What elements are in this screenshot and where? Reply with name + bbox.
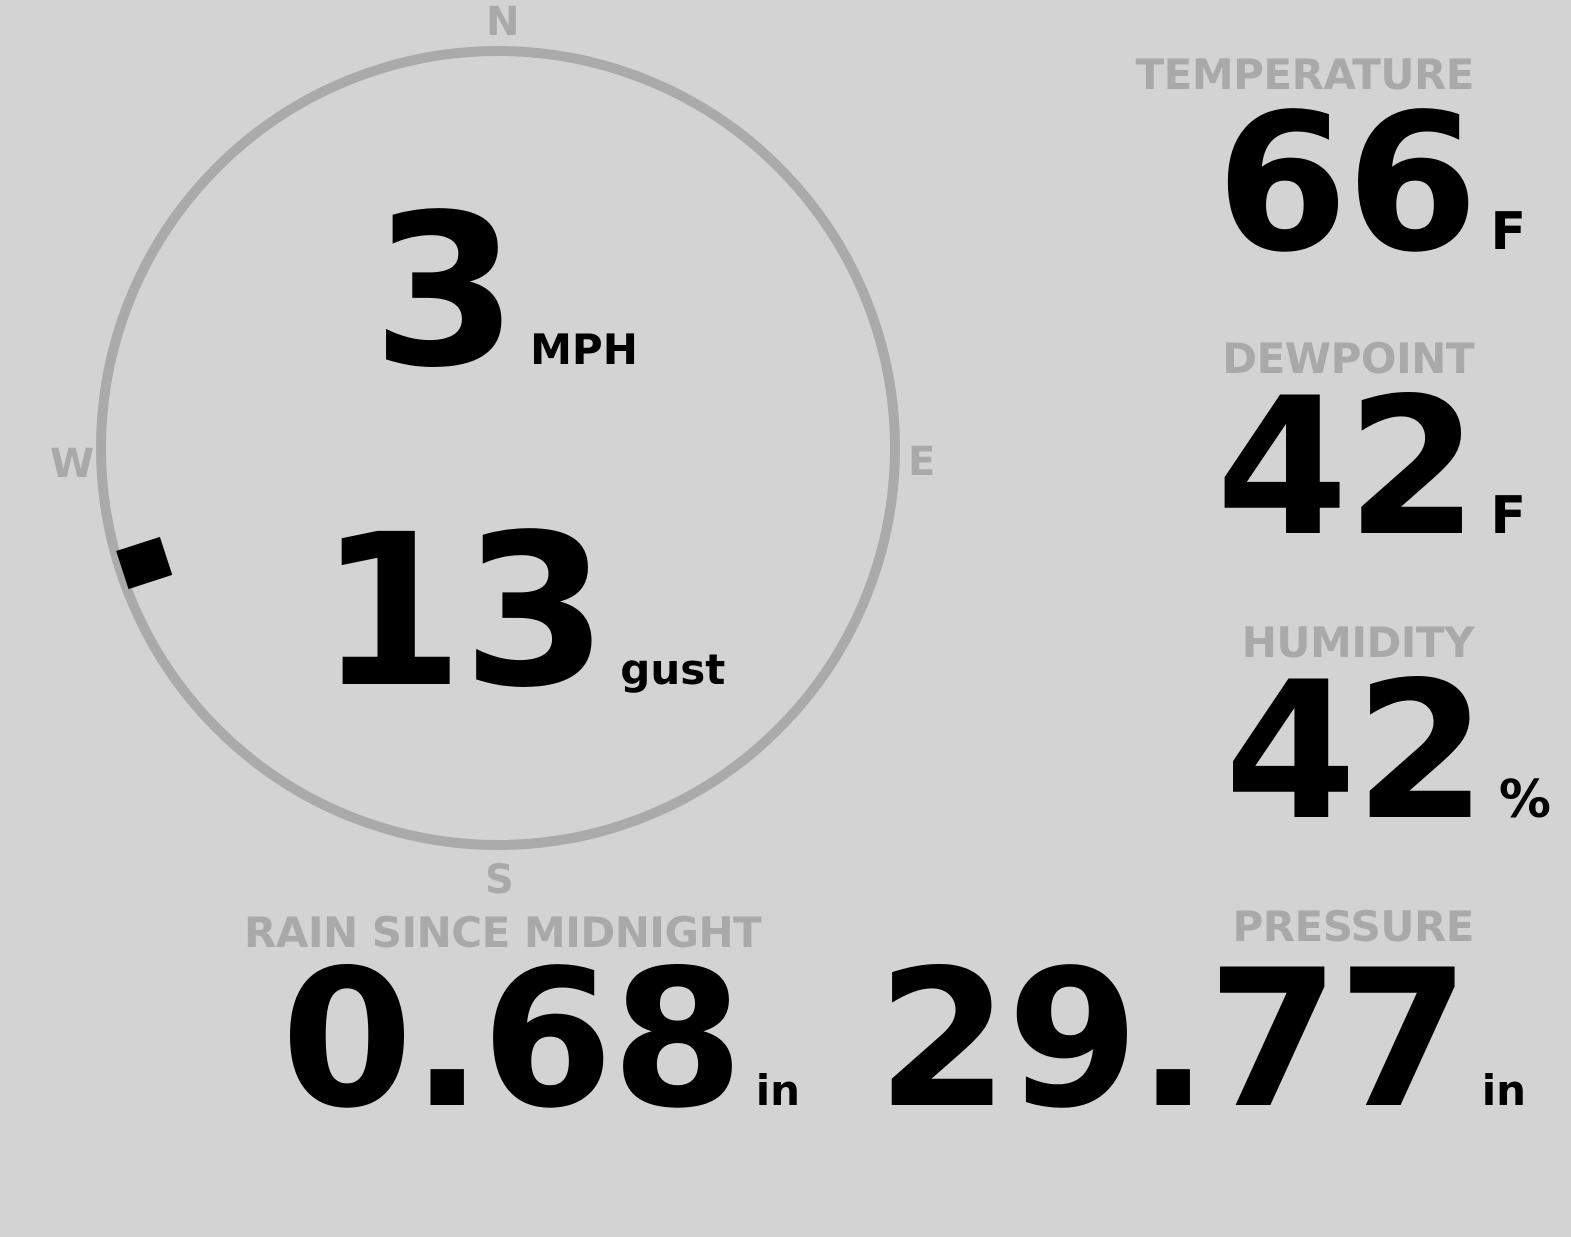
dewpoint-reading: 42 F	[1216, 357, 1526, 578]
compass-ring	[96, 46, 900, 850]
pressure-value: 29.77	[876, 929, 1470, 1150]
temperature-label: TEMPERATURE	[1135, 50, 1475, 99]
compass-west-label: W	[50, 441, 95, 487]
humidity-reading: 42 %	[1224, 641, 1551, 862]
compass-east-label: E	[908, 439, 936, 485]
rain-label: RAIN SINCE MIDNIGHT	[244, 908, 762, 957]
wind-speed-value: 3	[372, 169, 518, 414]
humidity-unit: %	[1498, 770, 1551, 830]
compass-south-label: S	[485, 857, 514, 903]
wind-direction-marker	[116, 536, 173, 590]
dewpoint-value: 42	[1216, 357, 1478, 578]
dewpoint-label: DEWPOINT	[1222, 334, 1474, 383]
rain-unit: in	[755, 1066, 800, 1115]
wind-gust-value: 13	[318, 489, 608, 734]
compass-north-label: N	[486, 0, 520, 45]
wind-speed: 3 MPH	[372, 169, 638, 414]
pressure-label: PRESSURE	[1232, 902, 1474, 951]
pressure-unit: in	[1481, 1066, 1526, 1115]
compass-circle	[96, 46, 900, 850]
temperature-unit: F	[1490, 202, 1526, 262]
wind-gust: 13 gust	[318, 489, 726, 734]
temperature-reading: 66 F	[1216, 73, 1526, 294]
wind-speed-unit: MPH	[530, 325, 638, 374]
humidity-value: 42	[1224, 641, 1486, 862]
rain-reading: 0.68 in	[280, 929, 800, 1150]
humidity-label: HUMIDITY	[1241, 618, 1475, 667]
wind-gust-unit: gust	[620, 645, 726, 694]
dewpoint-unit: F	[1490, 486, 1526, 546]
rain-value: 0.68	[280, 929, 744, 1150]
temperature-value: 66	[1216, 73, 1478, 294]
pressure-reading: 29.77 in	[876, 929, 1526, 1150]
